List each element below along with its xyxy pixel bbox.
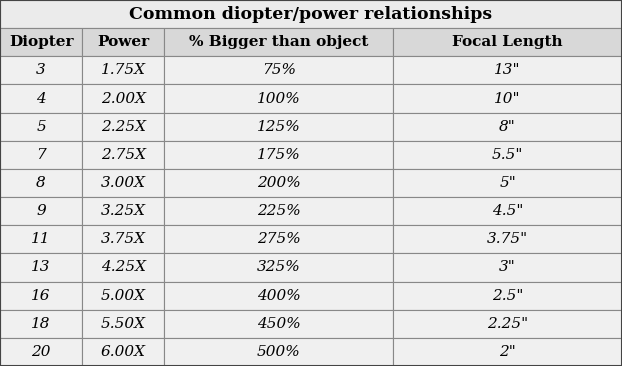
Bar [393,225,622,253]
Text: 5": 5" [499,176,516,190]
Bar [164,113,393,141]
Text: 225%: 225% [257,204,300,218]
Bar [0,0,622,28]
Bar [164,56,393,85]
Bar [164,197,393,225]
Bar [393,28,622,56]
Text: 2.25": 2.25" [487,317,528,331]
Text: 5.5": 5.5" [492,148,523,162]
Bar [164,253,393,281]
Text: 75%: 75% [262,63,295,77]
Text: 11: 11 [31,232,51,246]
Bar [164,310,393,338]
Text: 20: 20 [31,345,51,359]
Bar [82,197,164,225]
Text: 2": 2" [499,345,516,359]
Bar [82,225,164,253]
Bar [164,169,393,197]
Text: 500%: 500% [257,345,300,359]
Bar [0,281,82,310]
Bar [393,169,622,197]
Bar [82,141,164,169]
Text: 10": 10" [494,92,521,105]
Text: 5: 5 [36,120,46,134]
Text: 4: 4 [36,92,46,105]
Bar [393,56,622,85]
Text: 8": 8" [499,120,516,134]
Bar [82,28,164,56]
Text: 8: 8 [36,176,46,190]
Text: Focal Length: Focal Length [452,35,563,49]
Bar [393,141,622,169]
Text: 1.75X: 1.75X [101,63,146,77]
Bar [82,310,164,338]
Bar [0,28,82,56]
Bar [0,113,82,141]
Text: 3.00X: 3.00X [101,176,146,190]
Text: 18: 18 [31,317,51,331]
Bar [393,310,622,338]
Bar [393,197,622,225]
Text: 2.5": 2.5" [492,289,523,303]
Bar [0,56,82,85]
Bar [164,281,393,310]
Bar [164,141,393,169]
Text: 400%: 400% [257,289,300,303]
Text: Diopter: Diopter [9,35,73,49]
Text: 16: 16 [31,289,51,303]
Bar [82,169,164,197]
Bar [393,338,622,366]
Text: 2.00X: 2.00X [101,92,146,105]
Bar [164,225,393,253]
Bar [0,169,82,197]
Text: 3": 3" [499,261,516,274]
Bar [0,225,82,253]
Bar [82,113,164,141]
Text: 275%: 275% [257,232,300,246]
Text: 4.25X: 4.25X [101,261,146,274]
Text: 3.75X: 3.75X [101,232,146,246]
Bar [164,85,393,113]
Text: 175%: 175% [257,148,300,162]
Bar [0,197,82,225]
Text: Common diopter/power relationships: Common diopter/power relationships [129,5,493,23]
Bar [0,141,82,169]
Text: 3: 3 [36,63,46,77]
Bar [0,253,82,281]
Text: % Bigger than object: % Bigger than object [189,35,368,49]
Text: 100%: 100% [257,92,300,105]
Text: 7: 7 [36,148,46,162]
Text: 4.5": 4.5" [492,204,523,218]
Text: 13": 13" [494,63,521,77]
Bar [0,310,82,338]
Text: 200%: 200% [257,176,300,190]
Bar [82,253,164,281]
Text: 6.00X: 6.00X [101,345,146,359]
Text: 325%: 325% [257,261,300,274]
Text: 5.50X: 5.50X [101,317,146,331]
Bar [164,28,393,56]
Bar [393,281,622,310]
Text: Power: Power [97,35,149,49]
Bar [393,85,622,113]
Bar [82,85,164,113]
Bar [393,253,622,281]
Bar [0,85,82,113]
Text: 5.00X: 5.00X [101,289,146,303]
Bar [164,338,393,366]
Bar [82,56,164,85]
Bar [0,338,82,366]
Bar [82,281,164,310]
Text: 13: 13 [31,261,51,274]
Text: 2.75X: 2.75X [101,148,146,162]
Bar [82,338,164,366]
Text: 3.75": 3.75" [487,232,528,246]
Text: 125%: 125% [257,120,300,134]
Text: 2.25X: 2.25X [101,120,146,134]
Text: 450%: 450% [257,317,300,331]
Text: 9: 9 [36,204,46,218]
Bar [393,113,622,141]
Text: 3.25X: 3.25X [101,204,146,218]
